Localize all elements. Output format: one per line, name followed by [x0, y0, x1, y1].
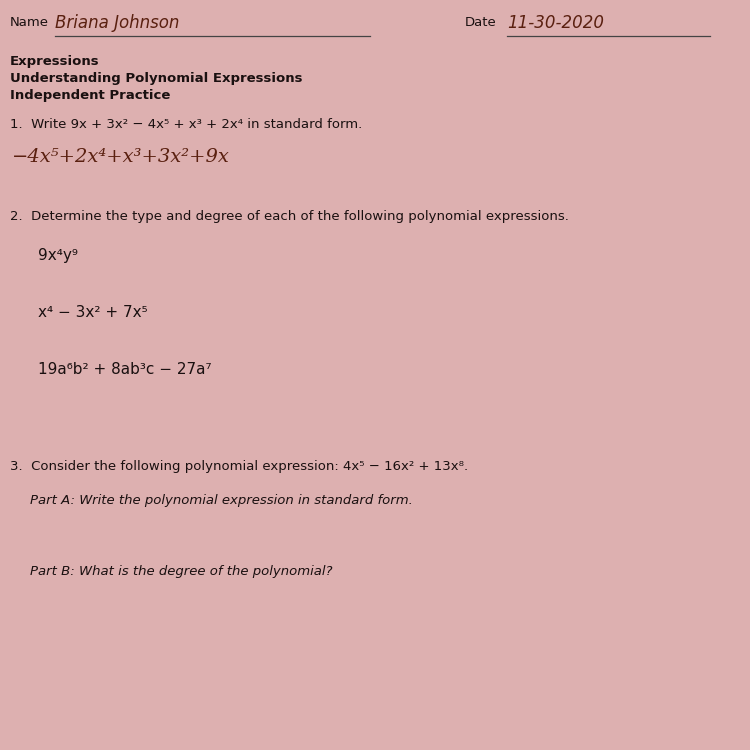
Text: 19a⁶b² + 8ab³c − 27a⁷: 19a⁶b² + 8ab³c − 27a⁷ [38, 362, 212, 377]
Text: Expressions: Expressions [10, 55, 100, 68]
Text: 1.  Write 9x + 3x² − 4x⁵ + x³ + 2x⁴ in standard form.: 1. Write 9x + 3x² − 4x⁵ + x³ + 2x⁴ in st… [10, 118, 362, 131]
Text: Understanding Polynomial Expressions: Understanding Polynomial Expressions [10, 72, 302, 85]
Text: Date: Date [465, 16, 496, 29]
Text: 9x⁴y⁹: 9x⁴y⁹ [38, 248, 78, 263]
Text: x⁴ − 3x² + 7x⁵: x⁴ − 3x² + 7x⁵ [38, 305, 148, 320]
Text: 3.  Consider the following polynomial expression: 4x⁵ − 16x² + 13x⁸.: 3. Consider the following polynomial exp… [10, 460, 468, 473]
Text: 2.  Determine the type and degree of each of the following polynomial expression: 2. Determine the type and degree of each… [10, 210, 568, 223]
Text: Independent Practice: Independent Practice [10, 89, 170, 102]
Text: Briana Johnson: Briana Johnson [55, 14, 179, 32]
Text: −4x⁵+2x⁴+x³+3x²+9x: −4x⁵+2x⁴+x³+3x²+9x [12, 148, 229, 166]
Text: Part B: What is the degree of the polynomial?: Part B: What is the degree of the polyno… [30, 565, 332, 578]
Text: Part A: Write the polynomial expression in standard form.: Part A: Write the polynomial expression … [30, 494, 412, 507]
Text: Name: Name [10, 16, 49, 29]
Text: 11-30-2020: 11-30-2020 [507, 14, 604, 32]
